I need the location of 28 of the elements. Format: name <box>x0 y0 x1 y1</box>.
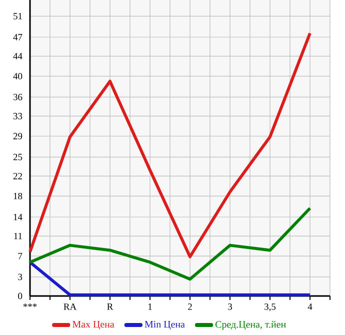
y-tick-label: 0 <box>18 292 22 300</box>
y-tick-label: 22 <box>13 172 22 180</box>
y-tick-label: 25 <box>13 154 22 160</box>
y-tick-label: 51 <box>14 13 22 20</box>
line-series <box>28 206 312 281</box>
x-tick-label: 1 <box>148 304 152 310</box>
line-series <box>28 32 312 258</box>
legend-label: Min Цена <box>144 320 185 330</box>
y-tick-label: 11 <box>14 232 22 240</box>
x-tick-label: R <box>107 304 114 310</box>
legend-label: Сред.Цена, т.йен <box>216 320 286 330</box>
y-tick-label: 36 <box>13 94 22 100</box>
x-tick-label: 4 <box>308 304 312 310</box>
x-tick-label: *** <box>23 304 37 307</box>
y-tick-label: 18 <box>14 192 22 200</box>
y-tick-label: 3 <box>18 274 22 280</box>
y-tick-label: 47 <box>13 34 22 40</box>
y-tick-label: 29 <box>13 132 22 140</box>
x-tick-label: 3,5 <box>264 304 276 312</box>
y-tick-label: 7 <box>18 252 22 260</box>
x-tick-label: 3 <box>228 304 232 310</box>
y-tick-label: 40 <box>13 72 22 80</box>
legend-label: Max Цена <box>72 320 114 330</box>
y-tick-label: 14 <box>14 214 22 220</box>
y-tick-label: 33 <box>13 112 22 120</box>
x-tick-label: RA <box>64 304 77 310</box>
x-tick-label: 2 <box>188 304 192 310</box>
y-tick-label: 44 <box>13 53 22 60</box>
